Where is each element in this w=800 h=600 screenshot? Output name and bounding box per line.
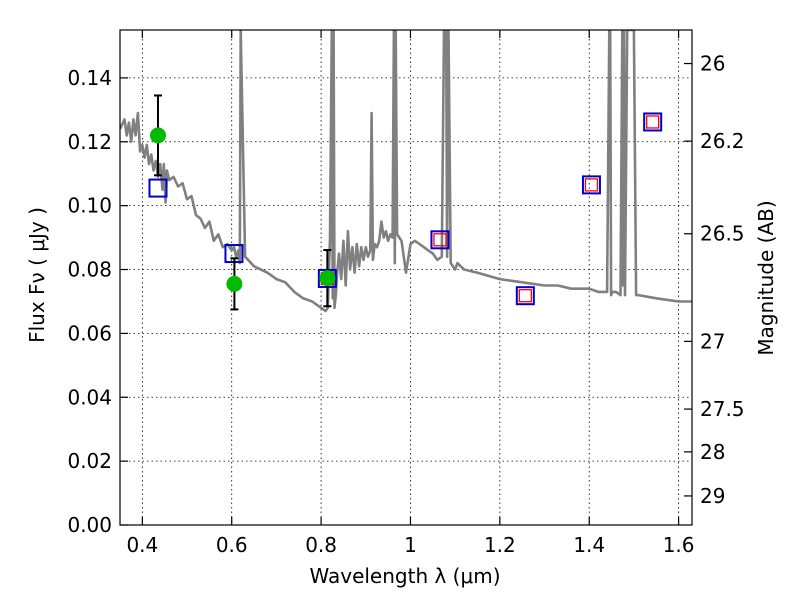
right-tick-label: 26 <box>700 52 725 76</box>
blue-square-marker <box>430 230 450 250</box>
right-tick-label: 28 <box>700 440 725 464</box>
right-tick-label: 27.5 <box>700 397 745 421</box>
green-data-point <box>149 127 166 144</box>
red-square-marker <box>584 178 599 192</box>
spectrum-line <box>120 30 692 313</box>
y-tick-label: 0.00 <box>67 513 112 537</box>
right-axis-label: Magnitude (AB) <box>754 200 778 355</box>
x-axis-label: Wavelength λ (μm) <box>309 564 500 588</box>
x-tick-label: 1 <box>404 533 417 557</box>
x-tick-label: 1.2 <box>484 533 516 557</box>
y-tick-label: 0.04 <box>67 385 112 409</box>
red-square-marker <box>433 233 447 247</box>
right-tick-label: 27 <box>700 329 725 353</box>
y-tick-label: 0.10 <box>67 194 112 218</box>
right-tick-label: 29 <box>700 484 725 508</box>
y-tick-label: 0.12 <box>67 130 112 154</box>
x-tick-label: 0.4 <box>126 533 158 557</box>
right-tick-label: 26.2 <box>700 129 745 153</box>
plot-frame <box>119 29 693 526</box>
blue-square-marker <box>643 112 663 132</box>
blue-square-marker <box>581 175 601 195</box>
x-tick-label: 1.4 <box>573 533 605 557</box>
green-data-point <box>319 270 336 287</box>
blue-square-marker <box>515 286 535 306</box>
x-tick-label: 0.8 <box>305 533 337 557</box>
axes: 0.4 0.6 0.8 1 1.2 1.4 1.6 0.00 0.02 0.04 0.06 0.08 0… <box>67 30 745 557</box>
green-data-point <box>226 275 243 292</box>
y-tick-label: 0.02 <box>67 449 112 473</box>
y-axis-label: Flux Fν ( μJy ) <box>25 207 49 343</box>
y-tick-label: 0.08 <box>67 258 112 282</box>
red-square-marker <box>646 115 660 129</box>
red-square-marker <box>518 289 532 303</box>
x-tick-label: 1.6 <box>663 533 695 557</box>
y-tick-label: 0.06 <box>67 321 112 345</box>
y-tick-label: 0.14 <box>67 66 112 90</box>
right-tick-label: 26.5 <box>700 222 745 246</box>
x-tick-label: 0.6 <box>216 533 248 557</box>
series-layer <box>120 30 692 313</box>
grid-lines <box>120 30 692 526</box>
blue-square-marker <box>148 178 168 198</box>
